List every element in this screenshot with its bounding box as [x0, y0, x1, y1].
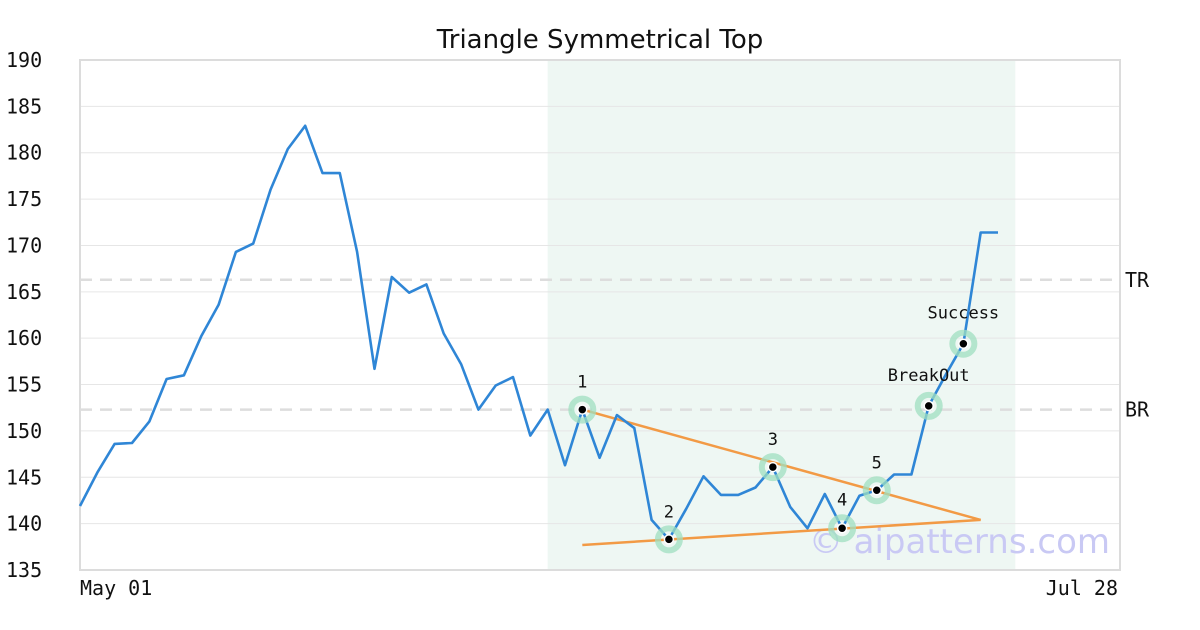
trendline [582, 518, 981, 547]
point-label: 5 [872, 453, 882, 473]
y-tick-label: 170 [6, 233, 42, 257]
point-halo [758, 453, 787, 482]
point-marker [871, 485, 883, 496]
point-halo [568, 395, 597, 424]
point-halo [654, 525, 683, 554]
level-label: BR [1125, 398, 1150, 422]
price-line [78, 124, 998, 541]
y-tick-label: 140 [6, 512, 42, 536]
chart-title: Triangle Symmetrical Top [436, 25, 764, 55]
point-halo [862, 476, 891, 505]
point-marker [836, 523, 848, 534]
y-tick-label: 150 [6, 419, 42, 443]
y-tick-label: 145 [6, 465, 42, 489]
point-marker [923, 400, 934, 412]
plot-frame [79, 59, 1121, 571]
point-label: 3 [768, 430, 778, 450]
point-label: 2 [664, 502, 674, 522]
point-halo [914, 391, 943, 420]
x-tick-label: Jul 28 [1046, 576, 1118, 600]
y-tick-label: 165 [6, 280, 42, 304]
x-tick-label: May 01 [80, 576, 152, 600]
point-marker [577, 404, 588, 415]
level-label: TR [1125, 268, 1150, 292]
y-tick-label: 185 [6, 94, 42, 118]
point-marker [767, 461, 779, 473]
y-tick-label: 180 [6, 141, 42, 165]
point-label: BreakOut [888, 366, 970, 386]
y-tick-label: 135 [6, 558, 42, 582]
point-label: Success [928, 304, 1000, 324]
y-tick-label: 190 [6, 48, 42, 72]
y-tick-label: 155 [6, 373, 42, 397]
point-marker [958, 338, 969, 349]
point-label: 1 [577, 373, 587, 393]
point-halo [949, 329, 978, 358]
point-halo [828, 514, 857, 543]
point-label: 4 [837, 490, 847, 510]
y-tick-label: 160 [6, 326, 42, 350]
point-marker [663, 534, 675, 545]
y-tick-label: 175 [6, 187, 42, 211]
